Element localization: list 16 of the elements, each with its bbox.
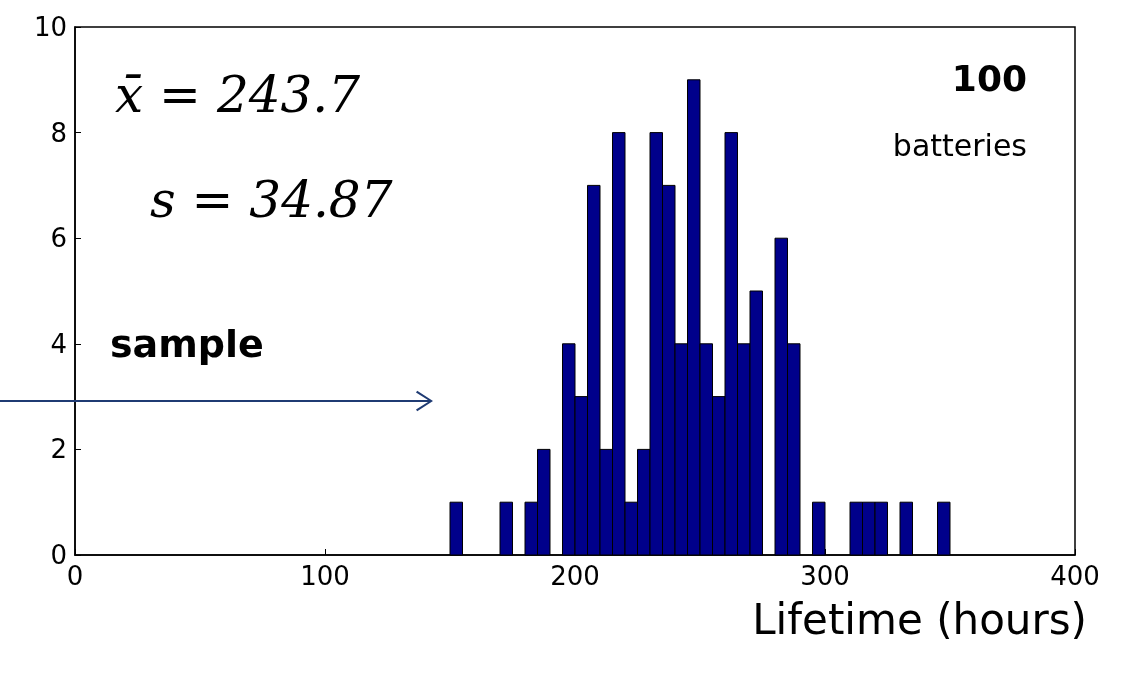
x-tick-label: 100 — [300, 561, 350, 591]
annotation: batteries — [892, 127, 1028, 163]
annotation: x̄ = 243.7 — [115, 66, 361, 124]
y-tick-label: 8 — [50, 117, 67, 148]
y-tick-label: 6 — [50, 223, 67, 254]
x-tick-label: 200 — [550, 561, 600, 591]
annotation: s = 34.87 — [150, 171, 393, 229]
y-tick-label: 10 — [33, 12, 67, 42]
x-tick-label: 300 — [800, 561, 850, 591]
y-tick-label: 0 — [50, 540, 67, 570]
annotation: sample — [110, 322, 264, 366]
y-tick-label: 4 — [50, 328, 67, 359]
y-tick-label: 2 — [50, 434, 67, 465]
x-tick-label: 400 — [1050, 561, 1100, 591]
annotation: 100 — [951, 57, 1028, 99]
x-axis-title: Lifetime (hours) — [752, 594, 1088, 644]
